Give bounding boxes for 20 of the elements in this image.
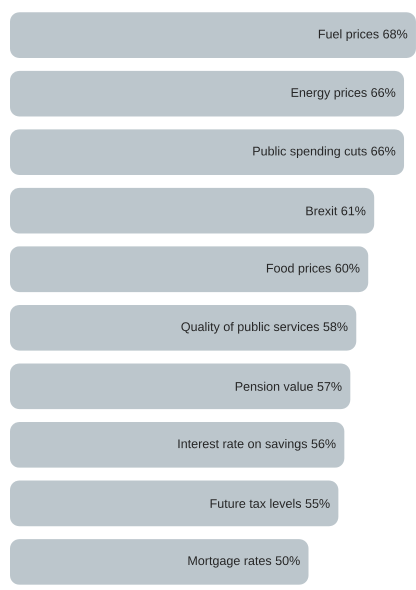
y-tick-label: Quality of public services: [181, 322, 319, 334]
data-label: 61%: [341, 206, 366, 216]
data-label: 58%: [323, 322, 348, 332]
y-tick-label: Brexit: [306, 206, 338, 216]
y-tick-label: Future tax levels: [210, 498, 302, 508]
data-label: 57%: [317, 382, 342, 391]
data-label: 50%: [276, 556, 300, 566]
data-label: 66%: [371, 146, 396, 156]
data-label: 66%: [371, 88, 396, 98]
y-tick-label: Mortgage rates: [188, 556, 272, 568]
y-tick-label: Food prices: [266, 263, 331, 276]
y-tick-label: Pension value: [236, 382, 313, 391]
y-tick-label: Interest rate on savings: [178, 439, 308, 451]
data-label: 68%: [383, 30, 408, 38]
data-label: 55%: [306, 499, 330, 508]
data-label: 56%: [311, 439, 336, 448]
data-label: 60%: [336, 264, 360, 273]
y-tick-label: Public spending cuts: [253, 146, 367, 158]
y-tick-label: Energy prices: [292, 88, 367, 100]
y-tick-label: Fuel prices: [318, 29, 379, 41]
